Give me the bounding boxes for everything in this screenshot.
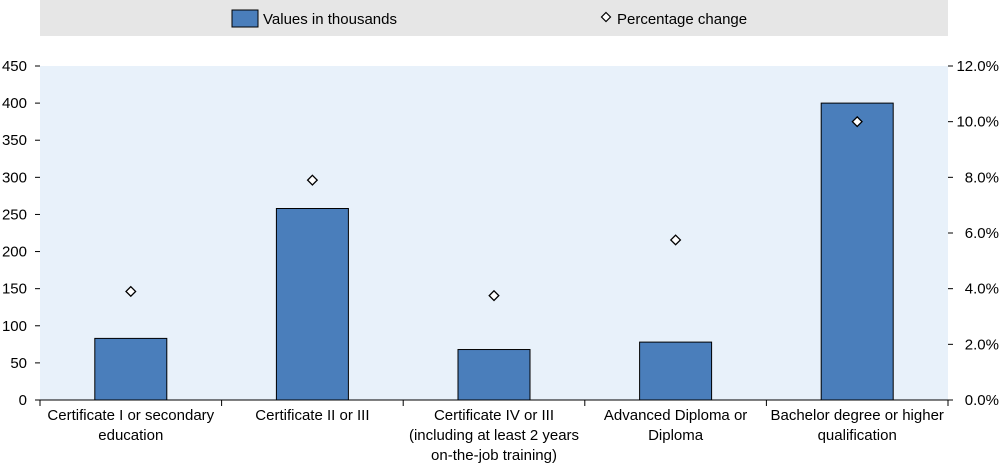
y-left-tick-label: 250 [2,206,27,223]
category-label: qualification [818,427,897,444]
category-label: Advanced Diploma or [604,407,747,424]
bar [457,349,531,401]
legend-box [40,0,948,36]
category-label: (including at least 2 years [409,427,579,444]
percentage-marker [488,289,500,302]
y-left-tick-label: 200 [2,244,27,261]
y-left-tick-label: 150 [2,281,27,298]
plot-area [40,66,948,400]
category-label: Certificate IV or III [434,407,554,424]
category-label: education [98,427,163,444]
bars [94,102,894,401]
y-left-tick-label: 50 [10,355,27,372]
category-labels: Certificate I or secondary education Certi… [47,407,944,464]
legend: Values in thousands Percentage change [231,9,747,28]
bar [94,337,168,401]
category-label: Certificate I or secondary [47,407,214,424]
y-right-tick-label: 4.0% [965,281,999,298]
percentage-marker [306,174,319,186]
y-right-tick-label: 2.0% [965,336,999,353]
y-right-tick-label: 0.0% [965,392,999,409]
legend-diamond-icon [600,11,612,23]
y-right-tick-label: 8.0% [965,169,999,186]
y-left-tick-label: 400 [2,95,27,112]
category-label: Bachelor degree or higher [770,407,943,424]
y-axis-right: 0.0% 2.0% 4.0% 6.0% 8.0% 10.0% 12.0% [948,58,999,409]
markers [125,115,863,302]
y-right-tick-label: 10.0% [956,114,999,131]
y-left-tick-label: 350 [2,132,27,149]
bar [275,208,349,401]
legend-bar-label: Values in thousands [263,11,397,28]
y-left-tick-label: 100 [2,318,27,335]
percentage-marker [669,234,682,246]
y-right-tick-label: 6.0% [965,225,999,242]
legend-marker-label: Percentage change [617,11,747,28]
percentage-marker [851,115,863,128]
y-right-tick-label: 12.0% [956,58,999,75]
percentage-marker [125,285,137,298]
y-left-tick-label: 0 [19,392,27,409]
y-left-tick-label: 300 [2,169,27,186]
category-label: Diploma [648,427,704,444]
y-left-tick-label: 450 [2,58,27,75]
category-label: Certificate II or III [255,407,369,424]
y-axis-left: 0 50 100 150 200 250 300 350 400 450 [2,58,40,409]
bar [639,341,713,401]
bar [820,102,894,401]
x-ticks [39,400,949,406]
category-label: on-the-job training) [431,447,557,464]
legend-bar-swatch [231,9,259,28]
